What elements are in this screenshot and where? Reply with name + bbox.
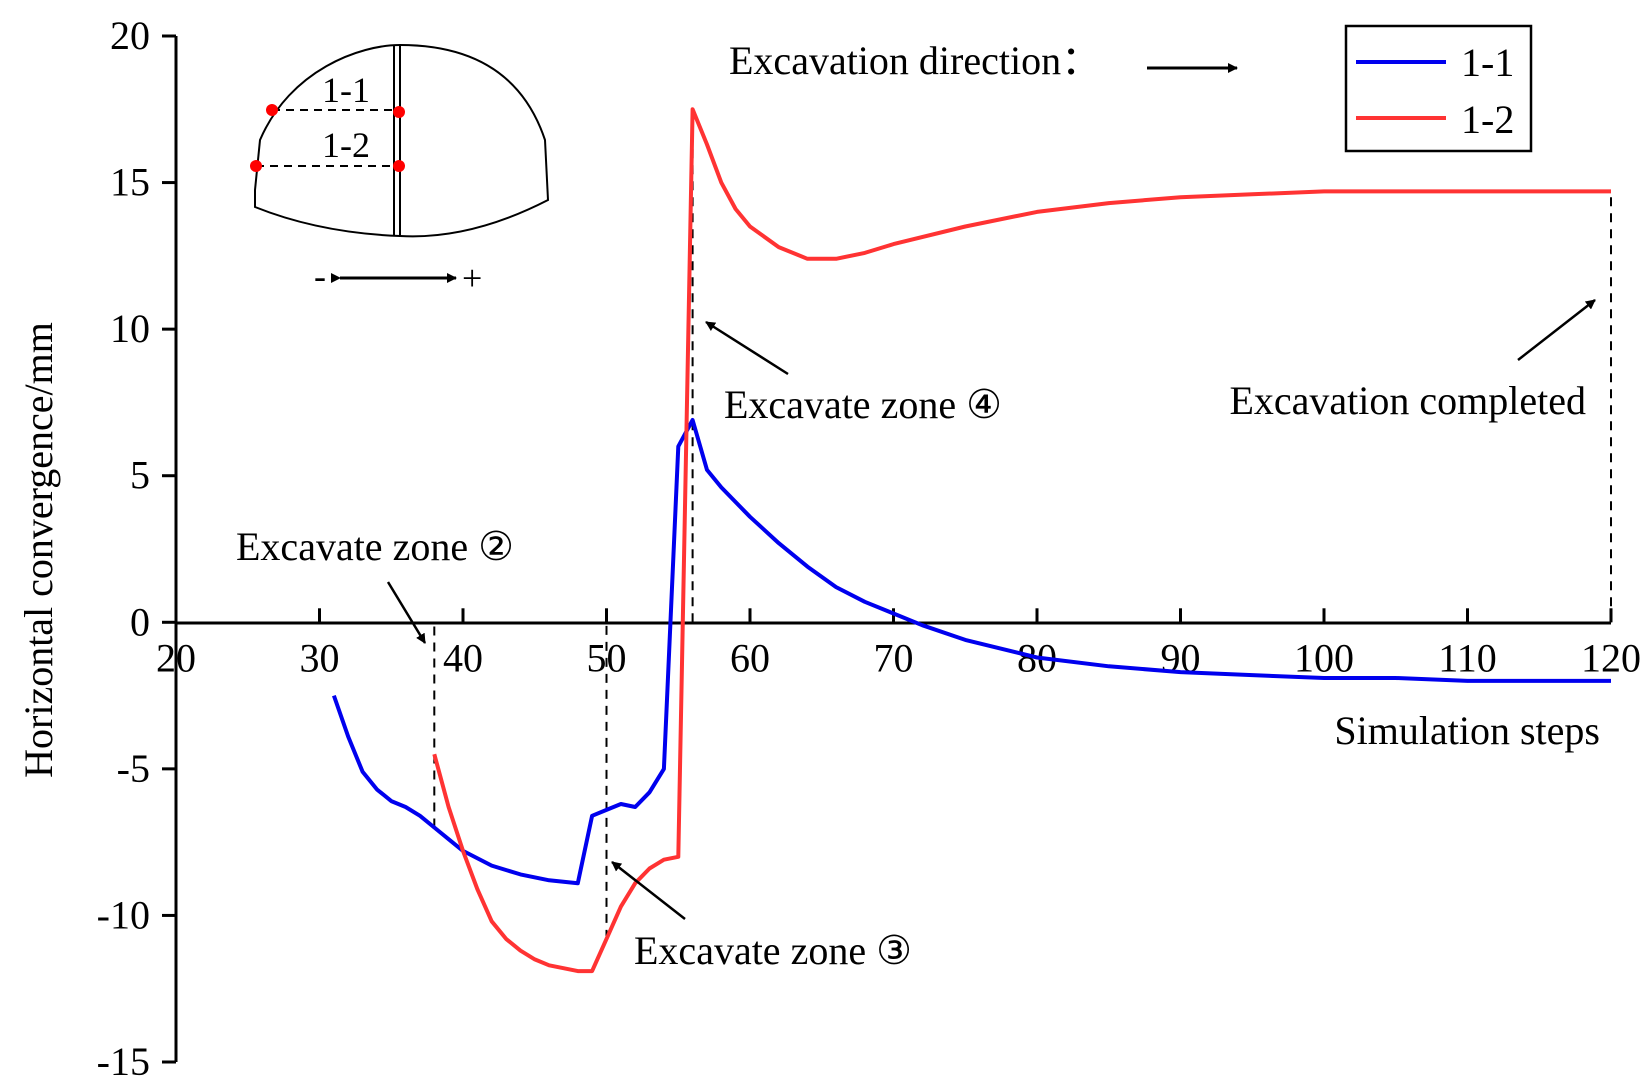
axes — [174, 36, 1611, 1062]
legend-label-1-2: 1-2 — [1461, 97, 1514, 142]
annotation-zone-2: Excavate zone ② — [236, 524, 514, 569]
reference-lines — [433, 109, 1612, 939]
arrow-zone-4 — [705, 320, 789, 376]
annotation-arrows — [386, 299, 1596, 920]
x-tick-label: 70 — [874, 635, 914, 680]
y-tick-label: 10 — [110, 306, 150, 351]
y-tick-label: 20 — [110, 13, 150, 58]
y-ticks: 20 15 10 5 0 -5 -10 -15 — [97, 13, 176, 1084]
inset-label-1-1: 1-1 — [322, 70, 370, 110]
y-tick-label: -10 — [97, 892, 150, 937]
y-tick-label: 0 — [130, 599, 150, 644]
y-tick-label: 5 — [130, 453, 150, 498]
x-tick-label: 110 — [1438, 635, 1497, 680]
annotation-completed: Excavation completed — [1229, 378, 1586, 423]
series-line-1-2 — [432, 107, 1611, 974]
x-axis-title: Simulation steps — [1334, 708, 1600, 753]
x-tick-label: 60 — [730, 635, 770, 680]
y-tick-label: 15 — [110, 160, 150, 205]
sign-minus: - — [314, 256, 326, 296]
arrow-zone-3 — [611, 861, 686, 920]
y-axis-title: Horizontal convergence/mm — [16, 322, 61, 778]
point-1-2-left — [250, 160, 262, 172]
series-line-1-1 — [332, 418, 1611, 886]
x-tick-label: 20 — [156, 635, 196, 680]
annotation-zone-4: Excavate zone ④ — [724, 382, 1002, 427]
annotation-zone-3: Excavate zone ③ — [634, 928, 912, 973]
sign-plus: + — [462, 258, 482, 298]
x-tick-label: 100 — [1294, 635, 1354, 680]
legend-label-1-1: 1-1 — [1461, 40, 1514, 85]
arrow-zone-2 — [386, 581, 427, 644]
y-tick-label: -5 — [117, 746, 150, 791]
inset-label-1-2: 1-2 — [322, 125, 370, 165]
legend: 1-1 1-2 — [1344, 24, 1533, 153]
point-1-1-right — [393, 106, 405, 118]
point-1-1-left — [266, 104, 278, 116]
x-ticks: 20 30 40 50 60 70 80 90 100 110 120 — [156, 608, 1641, 680]
y-tick-label: -15 — [97, 1039, 150, 1084]
series-layer — [332, 107, 1611, 974]
x-tick-label: 40 — [443, 635, 483, 680]
tunnel-section-inset: 1-1 1-2 - + — [250, 43, 550, 298]
x-tick-label: 30 — [300, 635, 340, 680]
x-tick-label: 120 — [1581, 635, 1641, 680]
annotation-direction: Excavation direction： — [729, 38, 1101, 83]
point-1-2-right — [393, 160, 405, 172]
tunnel-outline — [254, 43, 550, 238]
legend-box — [1344, 24, 1533, 153]
arrow-completed — [1517, 299, 1596, 361]
